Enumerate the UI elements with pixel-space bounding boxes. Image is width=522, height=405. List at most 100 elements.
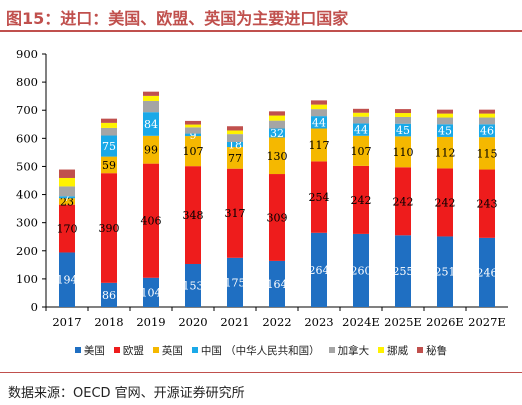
legend-item: 英国 <box>152 343 183 358</box>
bar-segment-2022-挪威 <box>269 115 285 121</box>
legend-label: 美国 <box>83 344 105 357</box>
y-tick-label: 100 <box>16 272 38 286</box>
data-label: 107 <box>351 145 372 158</box>
legend-swatch <box>152 347 159 353</box>
bar-segment-2018-秘鲁 <box>101 118 117 123</box>
data-label: 317 <box>225 207 246 220</box>
bar-segment-2025E-欧盟 <box>395 167 411 236</box>
data-label: 260 <box>351 264 372 277</box>
legend-label: 挪威 <box>387 344 409 357</box>
bar-segment-2025E-秘鲁 <box>395 109 411 114</box>
bar-segment-2021-中国 <box>227 141 243 148</box>
bar-segment-2018-挪威 <box>101 122 117 128</box>
bar-segment-2021-挪威 <box>227 130 243 135</box>
bar-segment-2020-美国 <box>185 263 201 307</box>
x-tick-label: 2020 <box>178 315 207 329</box>
legend-label: 加拿大 <box>337 344 370 357</box>
data-label: 164 <box>267 278 288 291</box>
data-label: 86 <box>102 289 116 302</box>
data-source: 数据来源：OECD 官网、开源证券研究所 <box>8 386 245 401</box>
bar-segment-2025E-英国 <box>395 136 411 168</box>
data-label: 117 <box>309 139 330 152</box>
data-label: 46 <box>480 125 494 138</box>
bar-segment-2024E-美国 <box>353 233 369 307</box>
data-label: 254 <box>309 191 330 204</box>
bar-segment-2026E-美国 <box>437 236 453 307</box>
data-label: 243 <box>477 198 498 211</box>
legend-item: 欧盟 <box>113 343 144 358</box>
x-tick-label: 2024E <box>342 315 380 329</box>
bar-segment-2019-挪威 <box>143 95 159 101</box>
y-tick-label: 500 <box>16 159 38 173</box>
data-label: 309 <box>267 211 288 224</box>
y-tick-label: 0 <box>31 300 38 314</box>
bar-segment-2021-英国 <box>227 147 243 169</box>
data-label: 7 <box>64 191 71 204</box>
bar-segment-2024E-挪威 <box>353 112 369 117</box>
data-label: 153 <box>183 279 204 292</box>
bar-segment-2019-英国 <box>143 135 159 164</box>
bar-segment-2019-秘鲁 <box>143 91 159 96</box>
data-label: 45 <box>438 125 452 138</box>
bar-segment-2022-美国 <box>269 260 285 307</box>
stacked-bar-chart: 0 100 200 300 400 500 600 700 800 900 194 170 237 201… <box>16 47 508 329</box>
data-label: 130 <box>267 150 288 163</box>
bar-segment-2022-欧盟 <box>269 174 285 261</box>
bar-segment-2021-欧盟 <box>227 168 243 258</box>
data-label: 170 <box>57 223 78 236</box>
data-label: 112 <box>435 147 456 160</box>
bar-segment-2022-英国 <box>269 137 285 175</box>
bar-segment-2017-美国 <box>59 252 75 307</box>
bar-segment-2025E-加拿大 <box>395 116 411 124</box>
data-label: 44 <box>312 116 326 129</box>
data-label: 32 <box>270 127 284 140</box>
x-tick-label: 2022 <box>262 315 291 329</box>
y-tick-label: 400 <box>16 188 38 202</box>
data-label: 59 <box>102 159 116 172</box>
legend-swatch <box>417 347 424 353</box>
bar-segment-2019-加拿大 <box>143 100 159 113</box>
bar-segment-2022-秘鲁 <box>269 111 285 116</box>
y-tick-label: 900 <box>16 47 38 61</box>
bar-segment-2020-挪威 <box>185 124 201 128</box>
bar-segment-2024E-欧盟 <box>353 165 369 234</box>
bar-segment-2020-中国 <box>185 133 201 137</box>
bar-segment-2020-加拿大 <box>185 127 201 134</box>
x-tick-label: 2021 <box>220 315 249 329</box>
legend-label: 中国 （中华人民共和国） <box>200 344 320 357</box>
bar-segment-2019-欧盟 <box>143 163 159 278</box>
data-label: 45 <box>396 124 410 137</box>
legend-swatch <box>378 347 385 353</box>
bar-segment-2027E-英国 <box>479 137 495 170</box>
bar-segment-2019-中国 <box>143 112 159 136</box>
legend-item: 挪威 <box>378 343 408 358</box>
bar-segment-2017-秘鲁 <box>59 169 75 178</box>
data-label: 107 <box>183 145 204 158</box>
bar-segment-2017-挪威 <box>59 177 75 187</box>
bar-segment-2026E-秘鲁 <box>437 109 453 114</box>
legend-label: 欧盟 <box>122 344 144 357</box>
bar-segment-2026E-中国 <box>437 124 453 137</box>
bar-segment-2017-英国 <box>59 198 75 205</box>
data-label: 255 <box>393 265 414 278</box>
bar-segment-2024E-英国 <box>353 135 369 166</box>
bar-segment-2021-加拿大 <box>227 134 243 142</box>
legend-swatch <box>74 347 81 353</box>
data-label: 242 <box>435 196 456 209</box>
x-tick-label: 2023 <box>304 315 333 329</box>
data-label: 246 <box>477 266 498 279</box>
title-bar: 图15：进口：美国、欧盟、英国为主要进口国家 <box>0 0 522 32</box>
legend-item: 美国 <box>74 343 105 358</box>
bar-segment-2022-加拿大 <box>269 120 285 129</box>
data-label: 390 <box>99 222 120 235</box>
bar-segment-2020-欧盟 <box>185 166 201 264</box>
bar-segment-2017-中国 <box>59 196 75 199</box>
bar-segment-2027E-加拿大 <box>479 117 495 125</box>
bar-segment-2020-英国 <box>185 136 201 167</box>
y-tick-label: 300 <box>16 216 38 230</box>
bar-segment-2023-秘鲁 <box>311 100 327 105</box>
data-label: 75 <box>102 140 116 153</box>
x-tick-label: 2027E <box>468 315 506 329</box>
bar-segment-2023-美国 <box>311 232 327 307</box>
x-tick-label: 2026E <box>426 315 464 329</box>
